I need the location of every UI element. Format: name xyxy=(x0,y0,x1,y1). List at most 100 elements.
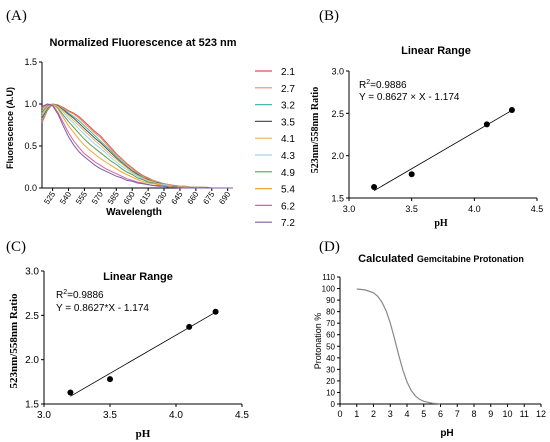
panel-a-ytick-label: 0.5 xyxy=(24,141,37,151)
panel-a-xtick-label: 615 xyxy=(138,190,153,207)
panel-a-xtick-label: 555 xyxy=(74,190,89,207)
panel-b-equation: Y = 0.8627 × X - 1.174 xyxy=(359,92,460,103)
panel-b-xtick-label: 3.5 xyxy=(405,204,418,214)
panel-d-xtick-label: 5 xyxy=(421,409,426,419)
panel-a-title: Normalized Fluorescence at 523 nm xyxy=(49,37,236,49)
panel-d-ytick-label: 110 xyxy=(322,273,335,282)
panel-d-xtick-label: 11 xyxy=(520,409,529,419)
panel-b-data-point xyxy=(408,171,415,178)
panel-a-xtick-label: 570 xyxy=(90,190,105,207)
panel-d-xtick-label: 3 xyxy=(388,409,393,419)
panel-d-title: Calculated Gemcitabine Protonation xyxy=(358,253,524,265)
panel-d-xtick-label: 2 xyxy=(371,409,376,419)
panel-c-label: (C) xyxy=(6,239,26,255)
panel-c-xlabel: pH xyxy=(136,428,151,440)
panel-a-legend-label: 7.2 xyxy=(281,218,295,229)
panel-d-ytick-label: 0 xyxy=(331,400,336,409)
panel-a-xlabel: Wavelength xyxy=(106,207,162,218)
panel-b-ytick-label: 3.0 xyxy=(331,67,344,77)
panel-a-xtick-label: 645 xyxy=(170,190,185,207)
panel-d-xlabel: pH xyxy=(440,428,453,439)
panel-c-xtick-label: 4.0 xyxy=(169,410,183,421)
panel-d-curve xyxy=(356,288,441,405)
panel-b-data-point xyxy=(371,183,378,190)
panel-c-r2: R2=0.9886 xyxy=(56,289,104,301)
panel-d-xtick-label: 7 xyxy=(455,409,460,419)
panel-c-fit-line xyxy=(70,311,216,397)
panel-a-legend-label: 3.5 xyxy=(281,117,295,128)
panel-d-ytick-label: 30 xyxy=(326,365,335,374)
panel-a-legend-label: 6.2 xyxy=(281,201,295,212)
panel-b-r2: R2=0.9886 xyxy=(359,79,407,91)
panel-c-ytick-label: 1.5 xyxy=(25,400,39,411)
panel-a-legend-label: 4.9 xyxy=(281,168,295,179)
panel-d-ytick-label: 50 xyxy=(326,342,335,351)
panel-d-ytick-label: 40 xyxy=(326,354,335,363)
panel-d-ytick-label: 10 xyxy=(326,388,335,397)
panel-a-legend-label: 4.3 xyxy=(281,151,295,162)
panel-b-data-point xyxy=(508,106,515,113)
panel-b-ytick-label: 2.5 xyxy=(331,109,344,119)
panel-a-ytick-label: 1.5 xyxy=(24,57,37,67)
panel-a-ytick-label: 1.0 xyxy=(24,99,37,109)
panel-c-xtick-label: 3.0 xyxy=(37,410,51,421)
panel-c-equation: Y = 0.8627*X - 1.174 xyxy=(56,303,149,314)
panel-b-xtick-label: 4.5 xyxy=(531,204,544,214)
panel-d-xtick-label: 4 xyxy=(404,409,409,419)
panel-b-ylabel: 523nm/558nm Ratio xyxy=(310,87,321,173)
panel-b-ytick-label: 1.5 xyxy=(331,194,344,204)
panel-b-xtick-label: 4.0 xyxy=(468,204,481,214)
panel-b-chart: Linear Range 523nm/558nm Ratio pH R2=0.9… xyxy=(310,45,543,229)
panel-a-ytick-label: 0.0 xyxy=(24,183,37,193)
panel-b-ytick-label: 2.0 xyxy=(331,151,344,161)
panel-d-ytick-label: 100 xyxy=(322,285,336,294)
panel-c-ylabel: 523nm/558nm Ratio xyxy=(8,293,20,389)
panel-c-ytick-label: 2.5 xyxy=(25,311,39,322)
panel-b-fit-line xyxy=(373,109,513,192)
panel-b-xtick-label: 3.0 xyxy=(343,204,356,214)
panel-a-xtick-label: 630 xyxy=(154,190,169,207)
panel-a-xtick-label: 600 xyxy=(122,190,137,207)
panel-d-ytick-label: 20 xyxy=(326,377,335,386)
panel-a-chart: Normalized Fluorescence at 523 nm Fluore… xyxy=(5,37,295,229)
panel-b-label: (B) xyxy=(319,8,339,24)
panel-a-xtick-label: 660 xyxy=(185,190,200,207)
panel-a-legend-label: 4.1 xyxy=(281,134,295,145)
panel-d-xtick-label: 8 xyxy=(471,409,476,419)
panel-a-xtick-label: 690 xyxy=(217,190,232,207)
panel-b-data-point xyxy=(483,121,490,128)
panel-d-xtick-label: 9 xyxy=(488,409,493,419)
panel-a-ylabel: Fluorescence (A.U) xyxy=(5,87,15,169)
panel-c-data-point xyxy=(212,308,219,315)
panel-b-xlabel: pH xyxy=(434,218,448,229)
panel-c-chart: Linear Range 523nm/558nm Ratio pH R2=0.9… xyxy=(8,267,249,441)
panel-c-data-point xyxy=(107,376,113,383)
panel-a-xtick-label: 540 xyxy=(58,190,73,207)
panel-a-xtick-label: 525 xyxy=(42,190,57,207)
panel-a-legend-label: 2.1 xyxy=(281,67,295,78)
panel-a-xtick-label: 675 xyxy=(201,190,216,207)
panel-d-chart: Calculated Gemcitabine Protonation Proto… xyxy=(313,253,546,439)
panel-d-xtick-label: 1 xyxy=(354,409,359,419)
panel-a-label: (A) xyxy=(6,8,27,24)
panel-c-data-point xyxy=(67,389,74,396)
panel-a-legend-label: 3.2 xyxy=(281,101,295,112)
panel-d-ytick-label: 60 xyxy=(326,331,335,340)
panel-d-ytick-label: 70 xyxy=(326,319,335,328)
panel-a-legend-label: 5.4 xyxy=(281,185,295,196)
panel-d-ytick-label: 90 xyxy=(326,296,335,305)
panel-c-title: Linear Range xyxy=(103,271,173,283)
panel-a-series-line-7.2 xyxy=(41,103,233,189)
panel-b-title: Linear Range xyxy=(401,45,471,57)
panel-d-ylabel: Protonation % xyxy=(313,313,323,370)
panel-d-xtick-label: 12 xyxy=(536,409,546,419)
panel-a-series-line-4.1 xyxy=(41,103,233,189)
panel-c-data-point xyxy=(186,323,193,330)
panel-c-ytick-label: 3.0 xyxy=(25,267,39,278)
panel-c-ytick-label: 2.0 xyxy=(25,355,39,366)
panel-d-xtick-label: 10 xyxy=(502,409,512,419)
panel-a-xtick-label: 585 xyxy=(106,190,121,207)
panel-a-series-line-3.2 xyxy=(41,103,233,189)
panel-c-xtick-label: 4.5 xyxy=(235,410,249,421)
